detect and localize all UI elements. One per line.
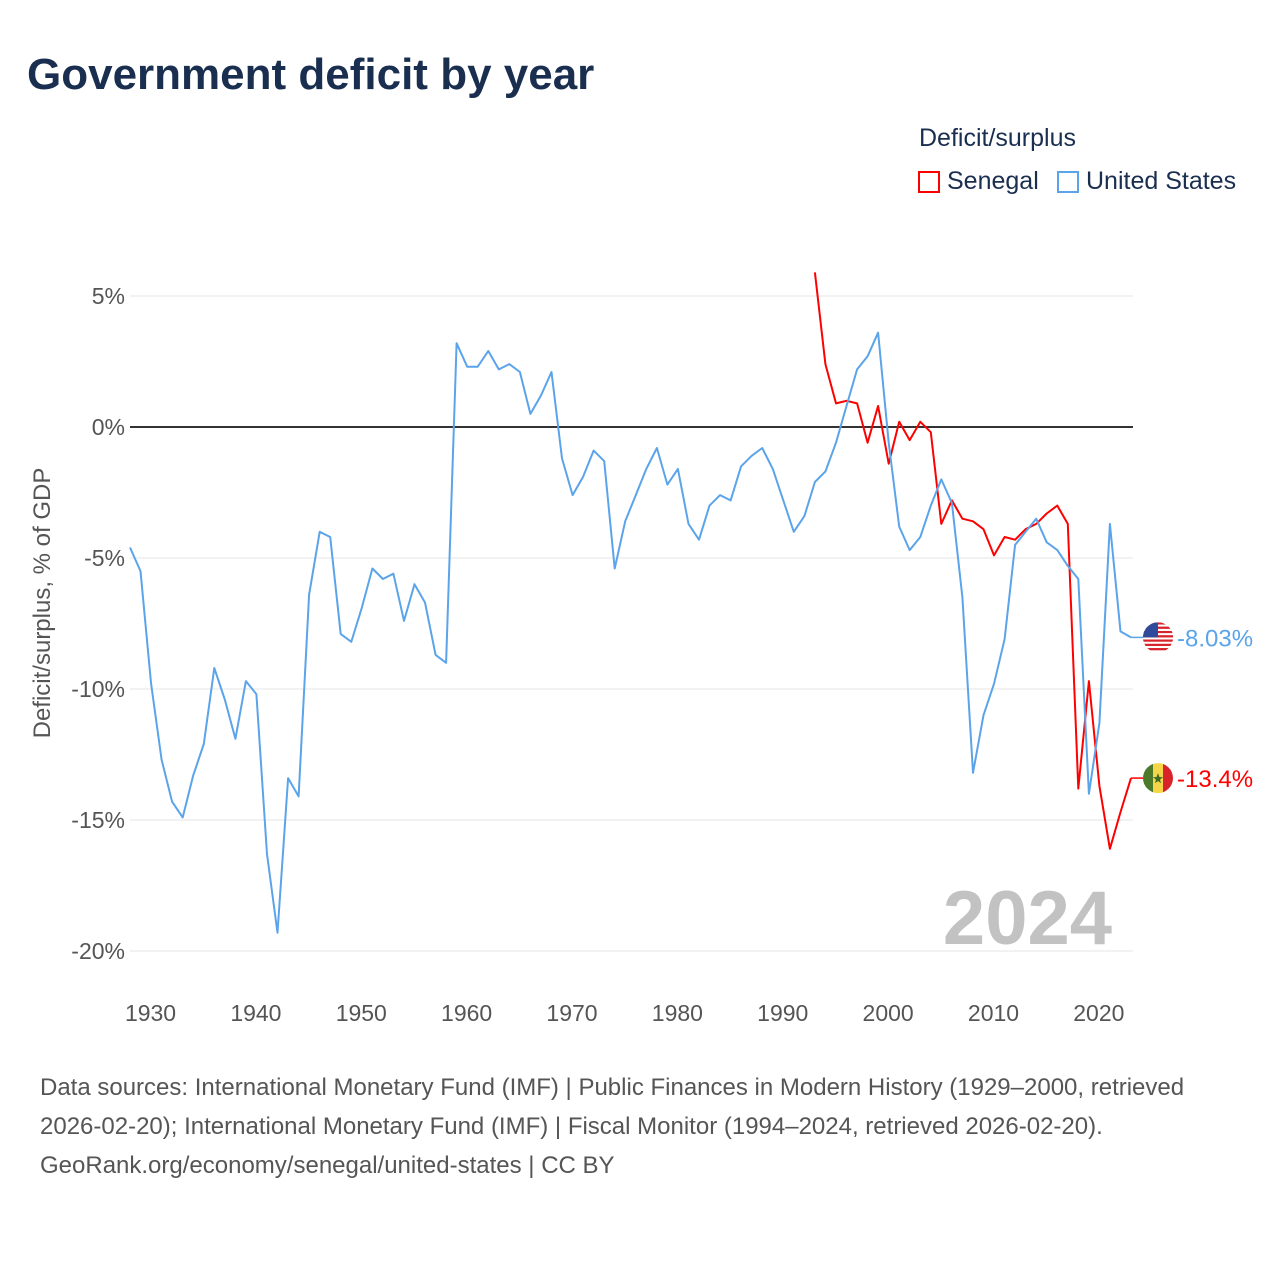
flag-stripe	[1143, 643, 1173, 646]
y-axis-label: Deficit/surplus, % of GDP	[29, 468, 56, 739]
legend-swatch-senegal	[918, 170, 940, 193]
flag-stripe	[1143, 648, 1173, 651]
senegal-flag-icon	[1143, 763, 1173, 794]
x-tick-label: 1940	[230, 1000, 281, 1026]
y-tick-label: -15%	[71, 807, 125, 833]
x-tick-label: 1950	[336, 1000, 387, 1026]
flag-stripe	[1143, 639, 1173, 642]
legend-label: United States	[1086, 167, 1237, 195]
y-tick-label: 5%	[92, 283, 125, 309]
x-tick-label: 2000	[863, 1000, 914, 1026]
data-sources-text: Data sources: International Monetary Fun…	[40, 1074, 1185, 1140]
x-tick-label: 2010	[968, 1000, 1019, 1026]
flag-body	[1143, 622, 1173, 653]
flag-stripe	[1143, 641, 1173, 644]
legend-title: Deficit/surplus	[919, 124, 1076, 152]
series-line-senegal	[813, 272, 1132, 850]
year-watermark: 2024	[943, 876, 1112, 961]
flag-star	[1153, 773, 1163, 784]
flag-stripe	[1143, 637, 1173, 640]
x-tick-label: 1980	[652, 1000, 703, 1026]
x-tick-label: 1930	[125, 1000, 176, 1026]
legend-item-senegal[interactable]: Senegal	[918, 167, 1039, 196]
x-tick-label: 1990	[757, 1000, 808, 1026]
chart-title: Government deficit by year	[27, 50, 595, 99]
legend-label: Senegal	[947, 167, 1039, 195]
end-value-label: -13.4%	[1177, 766, 1253, 793]
flag-stripe	[1143, 645, 1173, 649]
x-tick-label: 1960	[441, 1000, 492, 1026]
legend-item-united-states[interactable]: United States	[1057, 167, 1236, 196]
x-tick-label: 1970	[546, 1000, 597, 1026]
y-tick-label: -20%	[71, 938, 125, 964]
sources-footer: Data sources: International Monetary Fun…	[40, 1068, 1240, 1185]
end-value-label: -8.03%	[1177, 625, 1253, 652]
flag-canton	[1143, 622, 1158, 638]
y-tick-label: -5%	[84, 545, 125, 571]
us-flag-icon	[1143, 622, 1173, 653]
flag-band	[1163, 763, 1173, 794]
attribution-link[interactable]: GeoRank.org/economy/senegal/united-state…	[40, 1152, 615, 1179]
x-tick-label: 2020	[1073, 1000, 1124, 1026]
y-tick-label: 0%	[92, 414, 125, 440]
series-line-united-states	[129, 331, 1132, 934]
y-tick-label: -10%	[71, 676, 125, 702]
legend-swatch-united-states	[1057, 170, 1079, 193]
flag-body	[1143, 763, 1173, 794]
flag-stripe	[1143, 650, 1173, 653]
flag-band	[1143, 763, 1153, 794]
line-chart: 5% 0% -5% -10% -15% -20% 1930 1940 1950 1960 1970 1…	[29, 272, 1253, 1026]
